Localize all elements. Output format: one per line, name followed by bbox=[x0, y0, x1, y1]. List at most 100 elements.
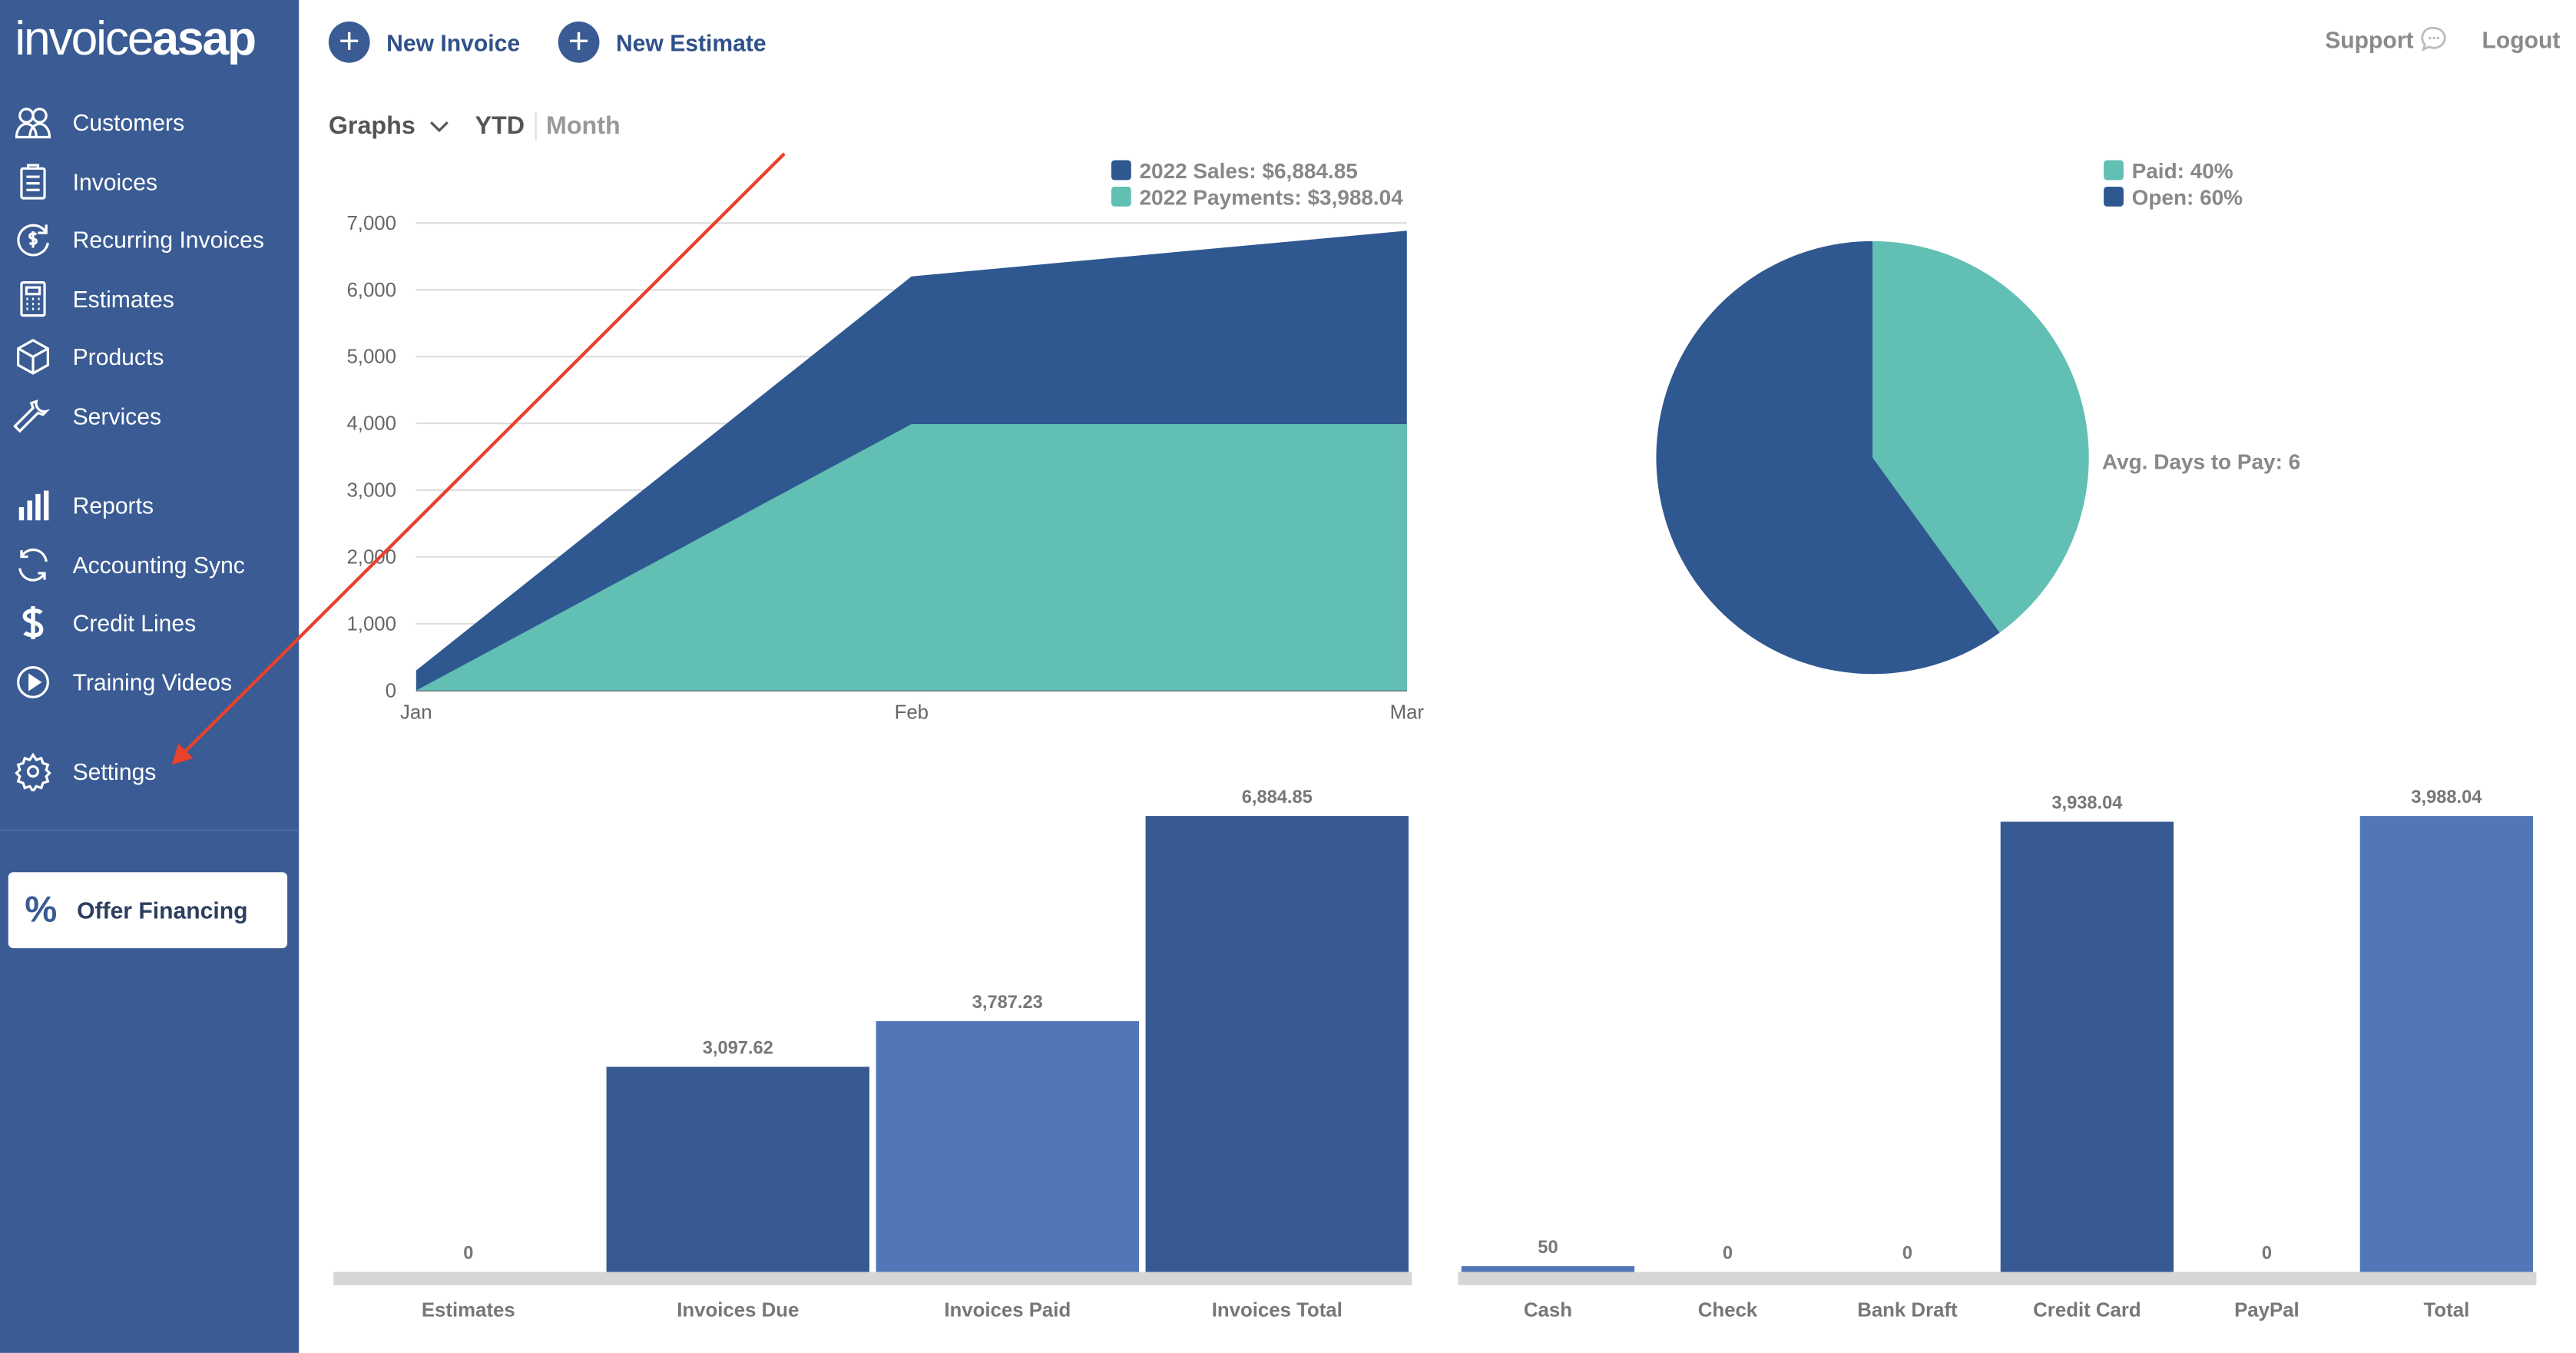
graphs-label: Graphs bbox=[328, 112, 416, 141]
chat-bubble-icon bbox=[2420, 26, 2445, 52]
tab-month[interactable]: Month bbox=[545, 112, 621, 141]
y-tick-label: 1,000 bbox=[346, 613, 396, 635]
offer-financing-button[interactable]: % Offer Financing bbox=[8, 872, 288, 949]
plus-icon: + bbox=[328, 21, 370, 63]
sidebar-item-credit-lines[interactable]: Credit Lines bbox=[0, 598, 299, 648]
sidebar-item-label: Credit Lines bbox=[72, 609, 197, 636]
play-icon bbox=[17, 665, 49, 698]
bar-category-label: Total bbox=[2424, 1300, 2470, 1321]
sidebar-item-invoices[interactable]: Invoices bbox=[0, 157, 299, 206]
bar-category-label: Bank Draft bbox=[1857, 1300, 1958, 1321]
clipboard-icon bbox=[20, 164, 46, 200]
bar-value-label: 0 bbox=[1723, 1243, 1733, 1263]
calculator-icon bbox=[20, 281, 46, 317]
offer-financing-label: Offer Financing bbox=[77, 897, 248, 924]
x-tick-label: Jan bbox=[400, 701, 432, 723]
y-tick-label: 7,000 bbox=[346, 213, 396, 234]
legend-label: 2022 Payments: $3,988.04 bbox=[1140, 186, 1404, 210]
bar-value-label: 3,938.04 bbox=[2051, 793, 2123, 813]
support-label: Support bbox=[2325, 26, 2414, 53]
bar bbox=[2359, 816, 2534, 1272]
bar-value-label: 3,787.23 bbox=[972, 993, 1043, 1013]
logo-text-bold: asap bbox=[152, 13, 257, 67]
gear-icon bbox=[15, 752, 51, 791]
bar-category-label: PayPal bbox=[2234, 1300, 2300, 1321]
sidebar-item-settings[interactable]: Settings bbox=[0, 747, 299, 797]
bar-category-label: Invoices Paid bbox=[944, 1300, 1071, 1321]
bar-value-label: 50 bbox=[1538, 1238, 1558, 1258]
new-invoice-button[interactable]: + New Invoice bbox=[328, 21, 521, 63]
bar bbox=[606, 1066, 869, 1272]
x-tick-label: Mar bbox=[1390, 701, 1425, 723]
plus-icon: + bbox=[558, 21, 600, 63]
bar-chart-icon bbox=[18, 490, 49, 521]
graphs-dropdown[interactable]: Graphs bbox=[329, 112, 449, 141]
pie-slice-paid bbox=[1872, 240, 2089, 633]
bar-baseline bbox=[333, 1272, 1412, 1285]
area-series-1 bbox=[416, 424, 1407, 691]
bar-category-label: Cash bbox=[1524, 1300, 1572, 1321]
legend-swatch bbox=[1111, 186, 1131, 207]
users-icon bbox=[15, 108, 51, 139]
bar bbox=[1461, 1266, 1635, 1272]
sync-icon bbox=[18, 548, 48, 582]
bar-baseline bbox=[1458, 1272, 2537, 1285]
sidebar-item-label: Products bbox=[72, 343, 164, 370]
divider bbox=[0, 829, 300, 831]
logo[interactable]: invoiceasap bbox=[15, 13, 257, 68]
new-estimate-button[interactable]: + New Estimate bbox=[558, 21, 767, 63]
box-icon bbox=[17, 339, 49, 375]
legend-label: Open: 60% bbox=[2132, 186, 2243, 210]
new-invoice-label: New Invoice bbox=[386, 28, 521, 56]
bar bbox=[1145, 816, 1409, 1272]
legend-swatch bbox=[2104, 186, 2124, 207]
sidebar-item-label: Recurring Invoices bbox=[72, 226, 264, 253]
bar-value-label: 6,884.85 bbox=[1242, 788, 1313, 807]
legend-label: 2022 Sales: $6,884.85 bbox=[1140, 159, 1358, 183]
sidebar-item-label: Estimates bbox=[72, 285, 174, 313]
y-tick-label: 0 bbox=[386, 680, 396, 701]
bar-value-label: 0 bbox=[463, 1243, 473, 1263]
legend-label: Paid: 40% bbox=[2132, 159, 2233, 183]
support-link[interactable]: Support bbox=[2325, 26, 2446, 53]
legend-swatch bbox=[1111, 160, 1131, 181]
y-tick-label: 5,000 bbox=[346, 347, 396, 368]
sidebar-item-label: Settings bbox=[72, 758, 157, 785]
bar-category-label: Invoices Total bbox=[1212, 1300, 1343, 1321]
sidebar-item-recurring-invoices[interactable]: Recurring Invoices bbox=[0, 215, 299, 265]
new-estimate-label: New Estimate bbox=[615, 28, 767, 56]
bar bbox=[2000, 821, 2174, 1272]
sidebar-item-customers[interactable]: Customers bbox=[0, 98, 299, 148]
sidebar-item-accounting-sync[interactable]: Accounting Sync bbox=[0, 540, 299, 590]
bar-value-label: 0 bbox=[1902, 1243, 1912, 1263]
sidebar-item-label: Services bbox=[72, 403, 162, 429]
dollar-icon bbox=[22, 606, 44, 640]
sidebar-item-label: Training Videos bbox=[72, 668, 233, 696]
sidebar-item-label: Customers bbox=[72, 108, 185, 136]
logout-link[interactable]: Logout bbox=[2482, 26, 2561, 53]
annotation-arrow bbox=[177, 152, 786, 760]
bar-value-label: 3,097.62 bbox=[703, 1038, 773, 1058]
arrow-head bbox=[171, 743, 194, 765]
sidebar-item-label: Accounting Sync bbox=[72, 552, 245, 579]
sidebar-item-services[interactable]: Services bbox=[0, 392, 299, 442]
percent-icon: % bbox=[25, 888, 58, 930]
bar bbox=[876, 1021, 1139, 1272]
legend-swatch bbox=[2104, 160, 2124, 181]
x-tick-label: Feb bbox=[895, 701, 929, 723]
y-tick-label: 3,000 bbox=[346, 480, 396, 502]
wrench-icon bbox=[13, 400, 51, 433]
sidebar-item-reports[interactable]: Reports bbox=[0, 481, 299, 531]
sidebar-item-label: Reports bbox=[72, 492, 154, 519]
y-tick-label: 4,000 bbox=[346, 413, 396, 435]
sidebar-item-training-videos[interactable]: Training Videos bbox=[0, 658, 299, 708]
sidebar-item-products[interactable]: Products bbox=[0, 332, 299, 382]
logo-text: invoice bbox=[15, 13, 154, 67]
sidebar-item-estimates[interactable]: Estimates bbox=[0, 274, 299, 324]
sidebar-item-label: Invoices bbox=[72, 168, 158, 195]
y-tick-label: 6,000 bbox=[346, 280, 396, 301]
pie-slice-open bbox=[1656, 240, 2000, 675]
tab-ytd[interactable]: YTD bbox=[475, 112, 537, 141]
bar-category-label: Check bbox=[1698, 1300, 1758, 1321]
